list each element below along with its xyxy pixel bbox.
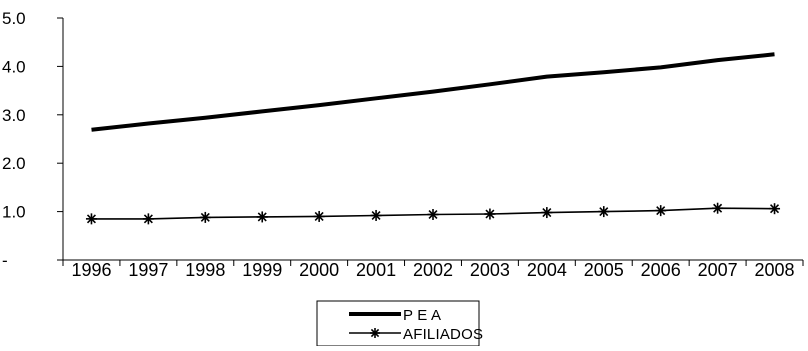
x-tick-label: 1999	[242, 260, 282, 280]
x-tick-label: 2008	[755, 260, 795, 280]
data-point-afiliados	[484, 208, 496, 220]
legend-label-p-e-a: P E A	[403, 307, 441, 324]
x-tick-label: 2004	[527, 260, 567, 280]
data-point-afiliados	[541, 207, 553, 219]
x-tick-label: 1997	[128, 260, 168, 280]
y-tick-label: 2.0	[2, 154, 26, 173]
data-point-afiliados	[256, 211, 268, 223]
y-tick-label: -	[2, 251, 8, 270]
data-point-afiliados	[712, 202, 724, 214]
y-tick-label: 5.0	[2, 9, 26, 28]
series-layer	[85, 52, 781, 225]
y-tick-label: 3.0	[2, 106, 26, 125]
data-point-afiliados	[769, 203, 781, 215]
data-point-afiliados	[655, 205, 667, 217]
data-point-afiliados	[370, 209, 382, 221]
axes-layer	[57, 17, 804, 266]
data-point-afiliados	[427, 209, 439, 221]
x-tick-label: 2003	[470, 260, 510, 280]
legend-box	[316, 300, 480, 347]
x-tick-label: 1998	[185, 260, 225, 280]
x-tick-label: 2001	[356, 260, 396, 280]
labels-layer: - 1.0 2.0 3.0 4.0 5.0 1996 1997 1998 1999 2000 2001…	[2, 9, 795, 280]
x-tick-label: 2000	[299, 260, 339, 280]
x-tick-label: 2005	[584, 260, 624, 280]
series-line-p-e-a	[91, 52, 775, 132]
data-point-afiliados	[199, 211, 211, 223]
x-tick-label: 2006	[641, 260, 681, 280]
y-tick-label: 1.0	[2, 203, 26, 222]
x-tick-label: 2002	[413, 260, 453, 280]
legend-label-afiliados: AFILIADOS	[403, 326, 483, 343]
legend: P E A AFILIADOS	[316, 300, 483, 347]
data-point-afiliados	[598, 206, 610, 218]
data-point-afiliados	[85, 213, 97, 225]
data-point-afiliados	[142, 213, 154, 225]
y-tick-label: 4.0	[2, 57, 26, 76]
legend-marker-afiliados	[370, 328, 380, 338]
x-tick-label: 1996	[71, 260, 111, 280]
data-point-afiliados	[313, 210, 325, 222]
x-tick-label: 2007	[698, 260, 738, 280]
